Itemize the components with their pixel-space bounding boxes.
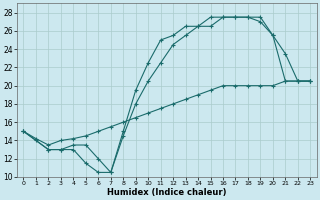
X-axis label: Humidex (Indice chaleur): Humidex (Indice chaleur) xyxy=(107,188,227,197)
